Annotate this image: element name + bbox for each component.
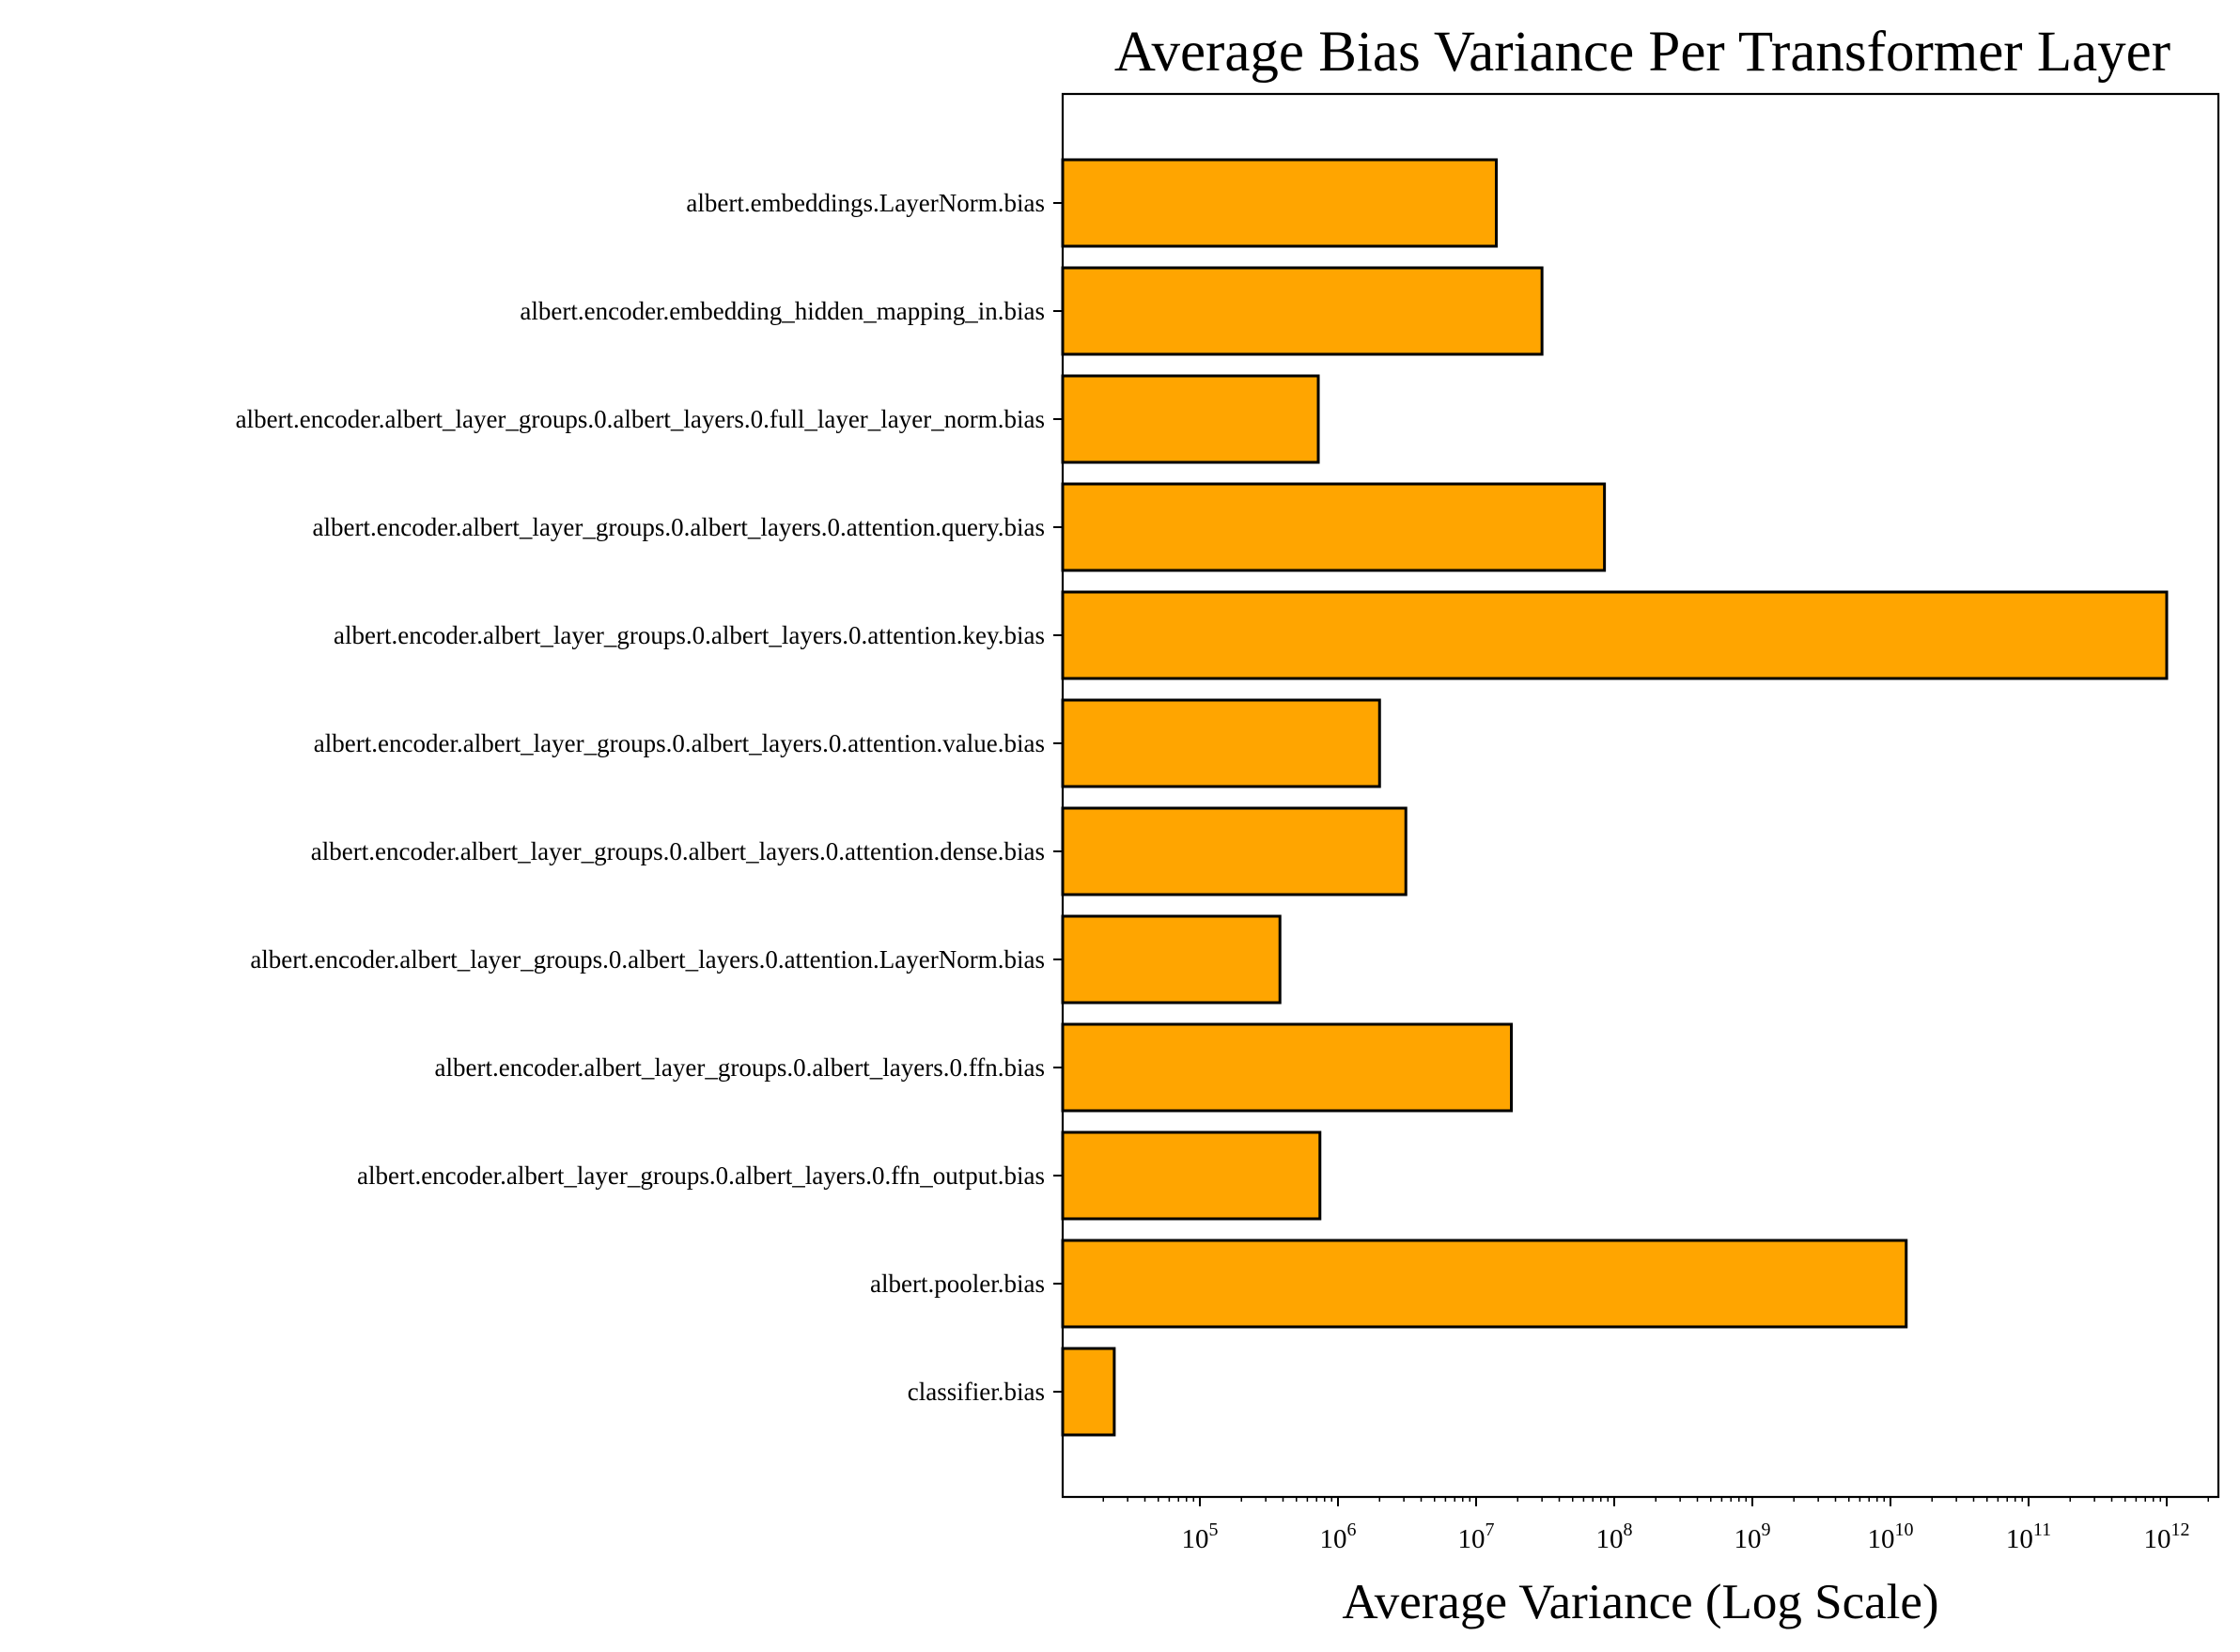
y-tick-label: albert.encoder.albert_layer_groups.0.alb… [357,1161,1045,1190]
bar-9 [1061,1130,1322,1221]
x-tick-label: 106 [1320,1520,1357,1554]
x-axis-ticks: 105 106 107 108 109 1010 1011 1012 [1102,1497,2210,1554]
bar-1 [1061,266,1544,356]
bar-0 [1061,158,1498,248]
x-tick-label: 107 [1458,1520,1495,1554]
plot-area-frame [1061,92,2220,1499]
bars-layer [1061,158,2169,1437]
y-tick-label: albert.encoder.albert_layer_groups.0.alb… [434,1053,1045,1082]
y-tick-label: albert.encoder.embedding_hidden_mapping_… [520,297,1045,325]
bar-11 [1061,1347,1116,1437]
bar-2 [1061,374,1320,464]
x-tick-label: 109 [1734,1520,1771,1554]
y-tick-label: albert.embeddings.LayerNorm.bias [686,189,1045,217]
y-tick-label: albert.encoder.albert_layer_groups.0.alb… [311,837,1045,865]
y-tick-label: albert.encoder.albert_layer_groups.0.alb… [250,945,1045,974]
bar-7 [1061,914,1282,1005]
bar-10 [1061,1239,1908,1329]
y-tick-label: albert.encoder.albert_layer_groups.0.alb… [236,405,1045,433]
y-axis-ticks: albert.embeddings.LayerNorm.bias albert.e… [236,189,1063,1406]
y-tick-label: albert.encoder.albert_layer_groups.0.alb… [334,621,1045,649]
bar-8 [1061,1022,1514,1113]
chart-title: Average Bias Variance Per Transformer La… [1114,21,2170,84]
x-axis-label: Average Variance (Log Scale) [1342,1575,1938,1629]
bar-5 [1061,698,1381,788]
bar-6 [1061,806,1408,896]
x-tick-label: 1011 [2006,1520,2051,1554]
y-tick-label: albert.pooler.bias [870,1270,1045,1298]
x-tick-label: 105 [1182,1520,1219,1554]
y-tick-label: albert.encoder.albert_layer_groups.0.alb… [314,729,1045,757]
bar-3 [1061,482,1607,572]
x-tick-label: 1010 [1868,1520,1914,1554]
x-tick-label: 108 [1596,1520,1633,1554]
bar-4 [1061,590,2169,680]
y-tick-label: classifier.bias [908,1378,1045,1406]
x-tick-label: 1012 [2144,1520,2190,1554]
y-tick-label: albert.encoder.albert_layer_groups.0.alb… [313,513,1045,541]
